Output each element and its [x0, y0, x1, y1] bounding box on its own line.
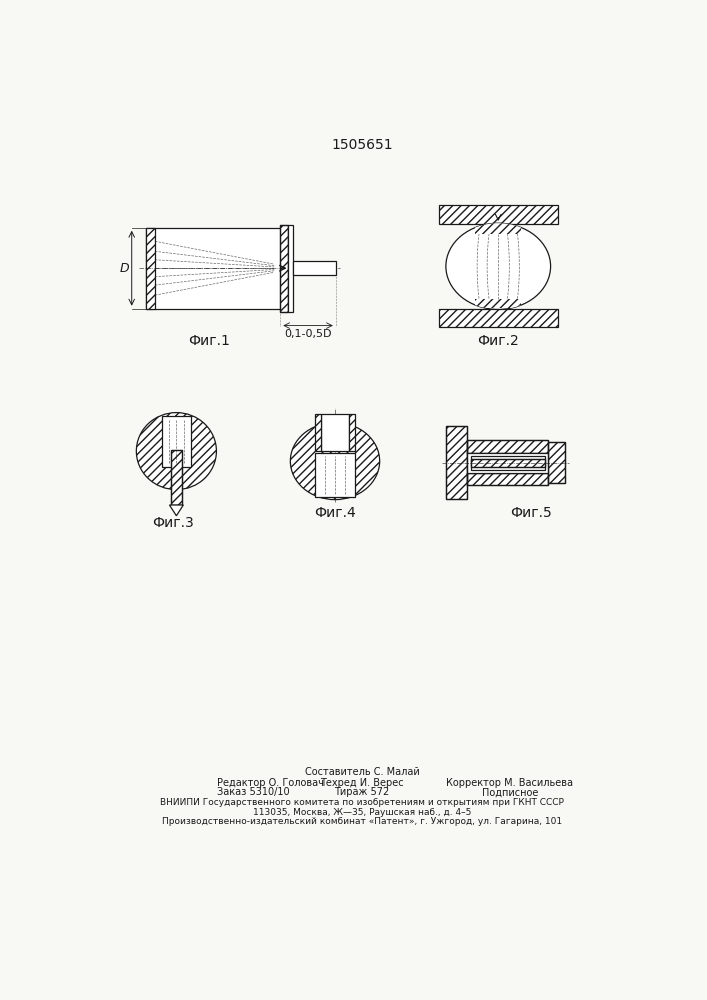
Bar: [281, 225, 288, 312]
Bar: [315, 453, 355, 497]
Text: Фиг.2: Фиг.2: [477, 334, 519, 348]
Bar: [349, 414, 355, 451]
Bar: [293, 261, 336, 275]
Bar: [467, 473, 549, 485]
Bar: [281, 225, 288, 312]
Text: D: D: [120, 262, 129, 275]
Bar: [467, 440, 549, 453]
Ellipse shape: [136, 413, 216, 490]
Bar: [171, 450, 182, 505]
Bar: [315, 414, 321, 451]
Bar: [475, 222, 521, 234]
Bar: [471, 459, 545, 466]
Polygon shape: [170, 505, 183, 516]
Text: 0,1-0,5D: 0,1-0,5D: [284, 329, 332, 339]
Bar: [467, 453, 549, 473]
Text: ВНИИПИ Государственного комитета по изобретениям и открытиям при ГКНТ СССР: ВНИИПИ Государственного комитета по изоб…: [160, 798, 564, 807]
Text: Тираж 572: Тираж 572: [334, 787, 390, 797]
Text: Фиг.3: Фиг.3: [152, 516, 194, 530]
Text: Составитель С. Малай: Составитель С. Малай: [305, 767, 419, 777]
Bar: [146, 228, 288, 309]
Text: Фиг.1: Фиг.1: [188, 334, 230, 348]
Text: Редактор О. Головач: Редактор О. Головач: [217, 778, 324, 788]
Bar: [438, 309, 558, 327]
Bar: [471, 456, 545, 470]
Bar: [146, 228, 155, 309]
Text: 113035, Москва, Ж—35, Раушская наб., д. 4–5: 113035, Москва, Ж—35, Раушская наб., д. …: [253, 808, 471, 817]
Text: Заказ 5310/10: Заказ 5310/10: [217, 787, 290, 797]
Bar: [549, 442, 565, 483]
Bar: [446, 426, 467, 499]
Text: Подписное: Подписное: [481, 787, 538, 797]
Bar: [171, 450, 182, 505]
Bar: [475, 299, 521, 308]
Bar: [467, 473, 549, 485]
Bar: [321, 414, 349, 451]
Text: Техред И. Верес: Техред И. Верес: [320, 778, 404, 788]
Text: Производственно-издательский комбинат «Патент», г. Ужгород, ул. Гагарина, 101: Производственно-издательский комбинат «П…: [162, 817, 562, 826]
Bar: [438, 205, 558, 224]
Ellipse shape: [291, 423, 380, 500]
Bar: [446, 426, 467, 499]
Text: Фиг.5: Фиг.5: [510, 506, 551, 520]
Text: Фиг.4: Фиг.4: [314, 506, 356, 520]
Bar: [162, 416, 191, 466]
Bar: [467, 440, 549, 453]
Bar: [288, 225, 293, 312]
Ellipse shape: [446, 223, 551, 309]
Text: 1505651: 1505651: [331, 138, 393, 152]
Bar: [471, 459, 545, 466]
Bar: [549, 442, 565, 483]
Text: Корректор М. Васильева: Корректор М. Васильева: [446, 778, 573, 788]
